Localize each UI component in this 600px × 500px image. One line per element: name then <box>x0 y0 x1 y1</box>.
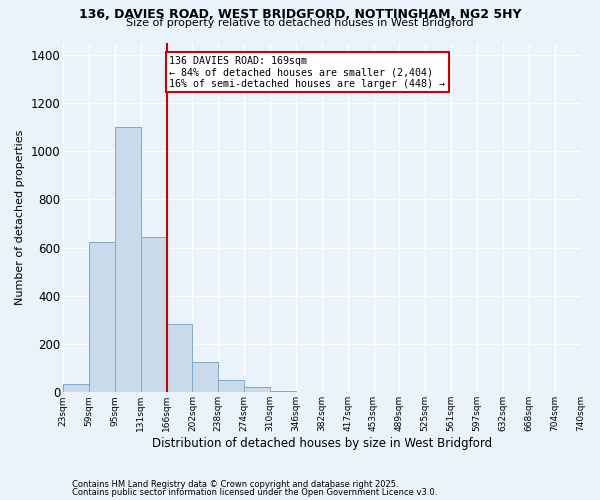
Text: 136 DAVIES ROAD: 169sqm
← 84% of detached houses are smaller (2,404)
16% of semi: 136 DAVIES ROAD: 169sqm ← 84% of detache… <box>169 56 445 89</box>
Text: Contains public sector information licensed under the Open Government Licence v3: Contains public sector information licen… <box>72 488 437 497</box>
Bar <box>270 391 296 392</box>
Text: Size of property relative to detached houses in West Bridgford: Size of property relative to detached ho… <box>126 18 474 28</box>
Y-axis label: Number of detached properties: Number of detached properties <box>15 130 25 305</box>
Bar <box>115 127 140 392</box>
Bar <box>193 362 218 392</box>
Bar <box>218 380 244 392</box>
Bar <box>244 388 270 392</box>
X-axis label: Distribution of detached houses by size in West Bridgford: Distribution of detached houses by size … <box>152 437 492 450</box>
Text: Contains HM Land Registry data © Crown copyright and database right 2025.: Contains HM Land Registry data © Crown c… <box>72 480 398 489</box>
Bar <box>63 384 89 392</box>
Bar <box>89 242 115 392</box>
Bar <box>167 324 193 392</box>
Bar <box>140 236 167 392</box>
Text: 136, DAVIES ROAD, WEST BRIDGFORD, NOTTINGHAM, NG2 5HY: 136, DAVIES ROAD, WEST BRIDGFORD, NOTTIN… <box>79 8 521 20</box>
